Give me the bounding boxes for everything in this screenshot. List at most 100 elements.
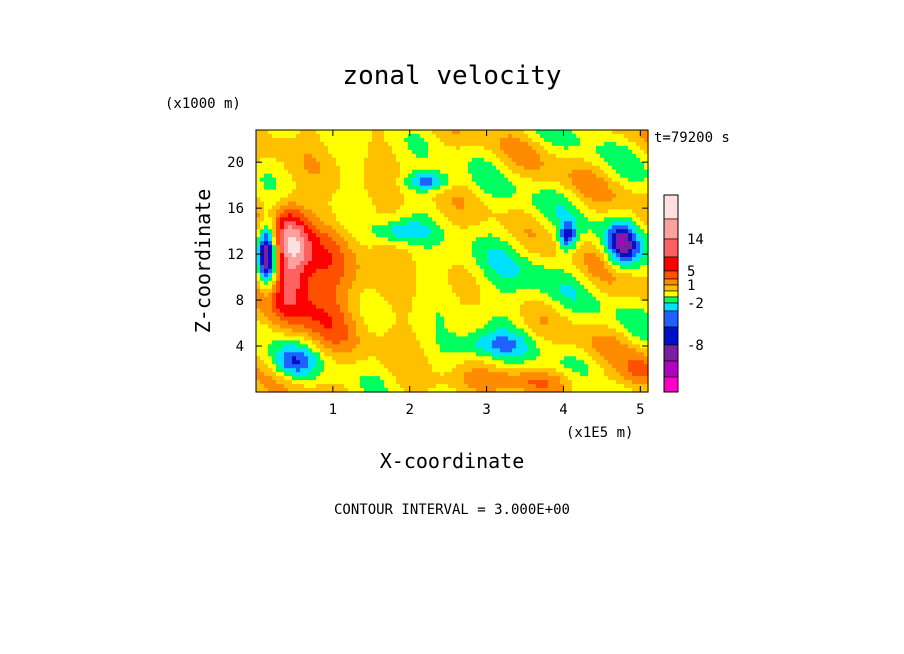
- field-cell: [376, 253, 381, 258]
- field-cell: [556, 288, 561, 294]
- field-cell: [272, 304, 277, 310]
- field-cell: [468, 261, 473, 266]
- field-cell: [336, 189, 341, 195]
- field-cell: [308, 268, 313, 274]
- field-cell: [332, 153, 337, 159]
- field-cell: [452, 360, 457, 365]
- field-cell: [404, 304, 409, 310]
- field-cell: [456, 340, 461, 345]
- field-cell: [408, 145, 413, 151]
- field-cell: [300, 304, 305, 310]
- field-cell: [476, 225, 481, 230]
- field-cell: [328, 257, 333, 262]
- field-cell: [484, 300, 489, 306]
- field-cell: [500, 280, 505, 286]
- field-cell: [552, 272, 557, 278]
- field-cell: [424, 177, 429, 183]
- field-cell: [300, 161, 305, 167]
- field-cell: [508, 185, 513, 191]
- field-cell: [492, 312, 497, 318]
- field-cell: [464, 324, 469, 330]
- field-cell: [380, 380, 385, 385]
- field-cell: [468, 312, 473, 318]
- field-cell: [508, 249, 513, 254]
- field-cell: [260, 177, 265, 183]
- field-cell: [512, 169, 517, 175]
- field-cell: [456, 356, 461, 361]
- field-cell: [408, 137, 413, 143]
- field-cell: [380, 177, 385, 183]
- field-cell: [488, 161, 493, 167]
- field-cell: [336, 213, 341, 218]
- field-cell: [492, 165, 497, 171]
- field-cell: [348, 276, 353, 282]
- field-cell: [260, 280, 265, 286]
- field-cell: [492, 300, 497, 306]
- field-cell: [388, 300, 393, 306]
- field-cell: [308, 284, 313, 290]
- field-cell: [416, 296, 421, 302]
- field-cell: [460, 237, 465, 242]
- field-cell: [556, 276, 561, 282]
- field-cell: [340, 233, 345, 238]
- field-cell: [296, 380, 301, 385]
- field-cell: [544, 193, 549, 199]
- field-cell: [528, 153, 533, 159]
- field-cell: [324, 324, 329, 330]
- field-cell: [300, 288, 305, 294]
- field-cell: [340, 201, 345, 207]
- field-cell: [348, 272, 353, 278]
- field-cell: [536, 205, 541, 210]
- field-cell: [300, 205, 305, 210]
- field-cell: [432, 268, 437, 274]
- field-cell: [532, 292, 537, 298]
- field-cell: [432, 181, 437, 187]
- field-cell: [256, 308, 261, 314]
- field-cell: [476, 340, 481, 345]
- field-cell: [452, 169, 457, 175]
- field-cell: [332, 213, 337, 218]
- field-cell: [500, 388, 505, 393]
- field-cell: [456, 257, 461, 262]
- field-cell: [524, 145, 529, 151]
- field-cell: [536, 145, 541, 151]
- field-cell: [464, 336, 469, 341]
- field-cell: [360, 205, 365, 210]
- field-cell: [444, 249, 449, 254]
- field-cell: [524, 189, 529, 195]
- field-cell: [376, 205, 381, 210]
- field-cell: [532, 272, 537, 278]
- field-cell: [352, 157, 357, 163]
- field-cell: [268, 272, 273, 278]
- field-cell: [548, 157, 553, 163]
- field-cell: [532, 344, 537, 349]
- field-cell: [412, 185, 417, 191]
- field-cell: [404, 249, 409, 254]
- field-cell: [528, 360, 533, 365]
- field-cell: [276, 261, 281, 266]
- field-cell: [476, 312, 481, 318]
- field-cell: [288, 225, 293, 230]
- field-cell: [304, 133, 309, 139]
- field-cell: [400, 336, 405, 341]
- field-cell: [328, 237, 333, 242]
- field-cell: [288, 130, 293, 135]
- field-cell: [272, 197, 277, 203]
- field-cell: [468, 169, 473, 175]
- field-cell: [552, 264, 557, 270]
- field-cell: [516, 264, 521, 270]
- field-cell: [484, 368, 489, 373]
- field-cell: [452, 145, 457, 151]
- field-cell: [256, 161, 261, 167]
- field-cell: [456, 221, 461, 226]
- field-cell: [496, 292, 501, 298]
- field-cell: [256, 241, 261, 246]
- field-cell: [492, 368, 497, 373]
- field-cell: [396, 316, 401, 322]
- field-cell: [348, 249, 353, 254]
- field-cell: [392, 185, 397, 191]
- field-cell: [320, 280, 325, 286]
- field-cell: [380, 272, 385, 278]
- field-cell: [528, 316, 533, 322]
- field-cell: [300, 217, 305, 222]
